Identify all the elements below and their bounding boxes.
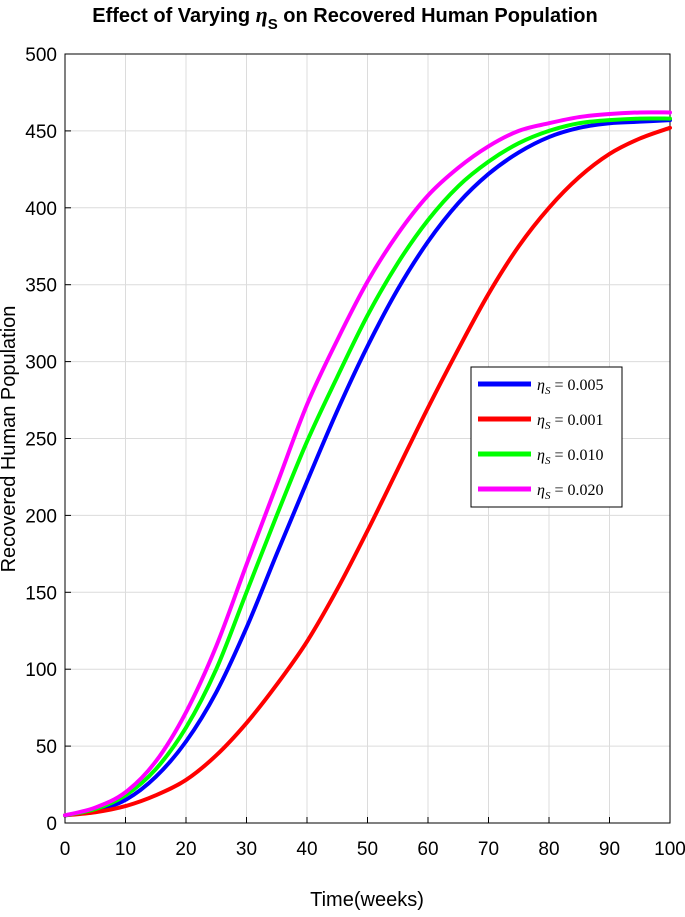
- y-tick-label-0: 0: [46, 814, 57, 835]
- x-tick-label-2: 20: [175, 839, 196, 860]
- y-tick-label-5: 250: [25, 430, 57, 451]
- title-suffix: on Recovered Human Population: [278, 5, 598, 27]
- y-tick-label-10: 500: [25, 45, 57, 66]
- x-tick-label-5: 50: [357, 839, 378, 860]
- y-tick-label-2: 100: [25, 660, 57, 681]
- legend: ηS = 0.005 ηS = 0.001 ηS = 0.010 ηS = 0.020: [470, 366, 623, 508]
- y-tick-label-9: 450: [25, 122, 57, 143]
- x-tick-label-8: 80: [538, 839, 559, 860]
- y-tick-label-1: 50: [36, 737, 57, 758]
- y-tick-label-3: 150: [25, 583, 57, 604]
- x-tick-label-3: 30: [236, 839, 257, 860]
- y-tick-label-7: 350: [25, 276, 57, 297]
- x-tick-label-7: 70: [478, 839, 499, 860]
- x-tick-label-0: 0: [60, 839, 71, 860]
- y-tick-label-4: 200: [25, 506, 57, 527]
- y-tick-label-8: 400: [25, 199, 57, 220]
- x-axis-label: Time(weeks): [310, 889, 424, 911]
- legend-box: [470, 366, 623, 508]
- x-axis-ticks: 0 10 20 30 40 50 60 70 80 90 100: [60, 817, 685, 860]
- y-tick-label-6: 300: [25, 353, 57, 374]
- series-line-2: [63, 116, 672, 818]
- series-line-1: [63, 125, 672, 818]
- title-symbol: η: [256, 2, 268, 27]
- series-layer: [63, 110, 672, 818]
- y-axis-label: Recovered Human Population: [0, 306, 20, 573]
- chart-title: Effect of Varying ηS on Recovered Human …: [92, 2, 598, 33]
- x-tick-label-6: 60: [417, 839, 438, 860]
- title-prefix: Effect of Varying: [92, 5, 255, 27]
- y-axis-ticks: 0 50 100 150 200 250 300 350 400 450 500: [25, 45, 71, 835]
- x-tick-label-4: 40: [296, 839, 317, 860]
- legend-label-3: ηS = 0.020: [537, 482, 603, 502]
- x-tick-label-10: 100: [654, 839, 685, 860]
- series-line-3: [63, 110, 672, 818]
- title-subscript: S: [268, 16, 278, 33]
- x-tick-label-9: 90: [599, 839, 620, 860]
- legend-label-2: ηS = 0.010: [537, 447, 603, 467]
- x-tick-label-1: 10: [115, 839, 136, 860]
- legend-label-1: ηS = 0.001: [537, 412, 603, 432]
- series-line-0: [63, 118, 672, 818]
- legend-label-0: ηS = 0.005: [537, 377, 603, 397]
